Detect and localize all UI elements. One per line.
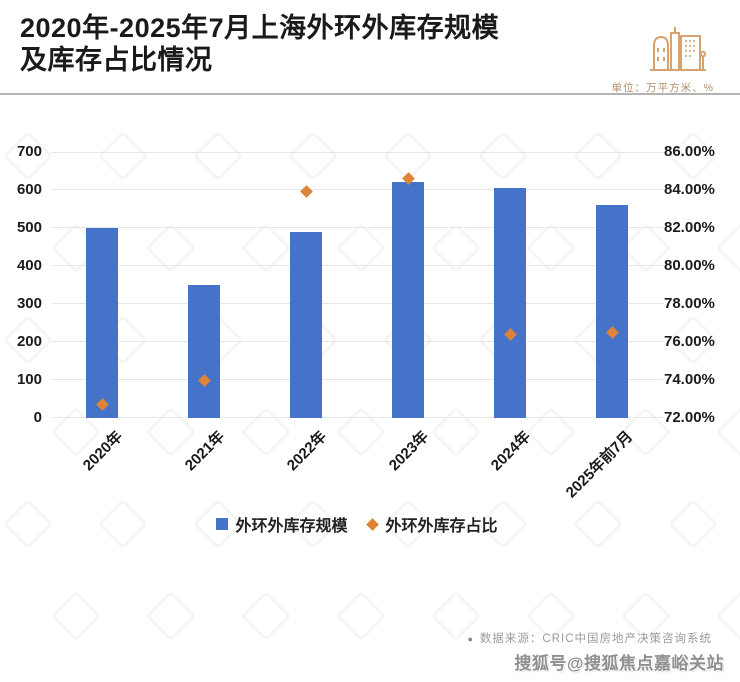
y-axis-left-tick: 200 xyxy=(16,333,42,350)
bullet-icon: ● xyxy=(467,634,474,644)
bar xyxy=(86,228,118,418)
scatter-point-icon xyxy=(299,185,313,199)
header-divider xyxy=(0,93,740,95)
y-axis-left-tick: 600 xyxy=(16,181,42,198)
background-watermark-tile xyxy=(335,590,387,642)
x-axis-tick: 2022年 xyxy=(283,428,331,475)
data-source: ● 数据来源：CRIC中国房地产决策咨询系统 xyxy=(467,630,712,646)
y-axis-right-tick: 80.00% xyxy=(664,257,715,274)
legend-label-share: 外环外库存占比 xyxy=(385,518,498,535)
chart-legend: 外环外库存规模 外环外库存占比 xyxy=(51,512,663,536)
y-axis-left-tick: 300 xyxy=(16,295,42,312)
y-axis-left-tick: 100 xyxy=(16,371,42,388)
gridline xyxy=(51,303,663,304)
bar xyxy=(392,182,424,418)
gridline xyxy=(51,341,663,342)
y-axis-left-tick: 400 xyxy=(16,257,42,274)
gridline xyxy=(51,417,663,418)
y-axis-right-tick: 72.00% xyxy=(664,409,715,426)
y-axis-right-tick: 76.00% xyxy=(664,333,715,350)
sohu-watermark: 搜狐号@搜狐焦点嘉峪关站 xyxy=(514,654,724,673)
bar xyxy=(596,205,628,418)
x-axis-tick: 2021年 xyxy=(181,428,229,475)
page-title-line2: 及库存占比情况 xyxy=(20,45,213,75)
y-axis-right-tick: 78.00% xyxy=(664,295,715,312)
background-watermark-tile xyxy=(715,590,740,642)
background-watermark-tile xyxy=(667,498,719,550)
x-axis-tick: 2024年 xyxy=(487,428,535,475)
data-source-label: 数据来源：CRIC中国房地产决策咨询系统 xyxy=(479,633,712,645)
plot-area xyxy=(51,152,663,418)
unit-label: 单位：万平方米、% xyxy=(611,82,714,94)
legend-item-share: 外环外库存占比 xyxy=(365,512,498,536)
gridline xyxy=(51,379,663,380)
page-title-line1: 2020年-2025年7月上海外环外库存规模 xyxy=(20,13,500,43)
background-watermark-tile xyxy=(240,590,292,642)
y-axis-left-tick: 0 xyxy=(33,409,42,426)
bar xyxy=(188,285,220,418)
y-axis-left-tick: 700 xyxy=(16,143,42,160)
bar xyxy=(494,188,526,418)
bar xyxy=(290,231,322,418)
background-watermark-tile xyxy=(50,590,102,642)
y-axis-left-tick: 500 xyxy=(16,219,42,236)
y-axis-right-tick: 74.00% xyxy=(664,371,715,388)
x-axis-tick: 2020年 xyxy=(79,428,127,475)
y-axis-right-tick: 86.00% xyxy=(664,143,715,160)
page-title: 2020年-2025年7月上海外环外库存规模 及库存占比情况 xyxy=(20,12,499,76)
gridline xyxy=(51,152,663,153)
background-watermark-tile xyxy=(145,590,197,642)
legend-item-inventory: 外环外库存规模 xyxy=(216,512,348,536)
gridline xyxy=(51,227,663,228)
buildings-icon xyxy=(650,27,706,71)
diamond-marker-icon xyxy=(365,517,379,531)
legend-label-inventory: 外环外库存规模 xyxy=(235,518,348,535)
gridline xyxy=(51,265,663,266)
y-axis-right-tick: 84.00% xyxy=(664,181,715,198)
gridline xyxy=(51,189,663,190)
bar-series-swatch xyxy=(216,518,229,530)
x-axis-tick: 2025年前7月 xyxy=(562,428,637,502)
y-axis-right-tick: 82.00% xyxy=(664,219,715,236)
x-axis-tick: 2023年 xyxy=(385,428,433,475)
chart: 0 72.00% 100 74.00% 200 76.00% 300 78.00% 400 80.… xyxy=(0,143,740,501)
